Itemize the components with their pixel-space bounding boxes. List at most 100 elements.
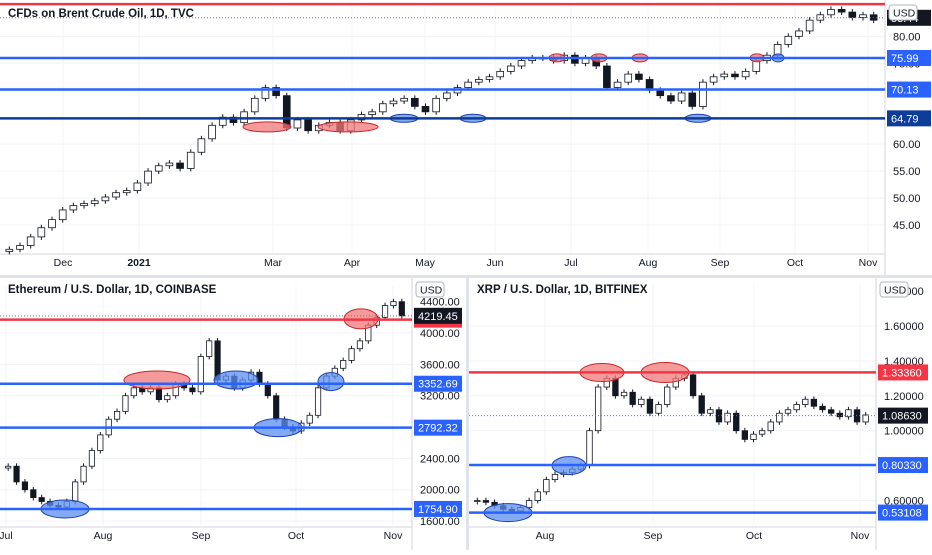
- candle-body: [828, 409, 835, 414]
- brent-chart-panel: 45.0050.0055.0060.0065.0070.0075.0080.00…: [0, 0, 932, 275]
- candle-body: [5, 248, 14, 252]
- candle-body: [368, 111, 376, 115]
- candle-body: [638, 398, 645, 405]
- candle-body: [677, 92, 686, 102]
- current-price-tag: [414, 307, 462, 324]
- candle-body: [411, 97, 419, 107]
- candle-body: [827, 8, 835, 16]
- level-price-label: 1.33360: [882, 367, 922, 379]
- candle-body: [97, 434, 104, 451]
- x-tick-label: Aug: [94, 530, 113, 542]
- candle-body: [13, 465, 20, 483]
- candle-body: [720, 73, 729, 78]
- candle-body: [122, 190, 131, 194]
- candle-body: [421, 106, 430, 113]
- level-price-tag: [887, 81, 931, 98]
- candle-body: [26, 236, 35, 246]
- x-tick-label: Oct: [787, 257, 803, 269]
- level-price-tag: [878, 364, 928, 381]
- resistance-zone-marker: [317, 121, 379, 133]
- candle-body: [48, 219, 56, 229]
- candle-body: [197, 356, 204, 393]
- candle-body: [776, 412, 783, 423]
- resistance-zone-marker: [123, 370, 191, 390]
- resistance-zone-marker: [242, 121, 292, 133]
- candle-body: [543, 479, 550, 493]
- level-price-tag: [878, 457, 928, 474]
- candle-body: [629, 391, 636, 405]
- candle-body: [848, 11, 857, 18]
- candle-body: [443, 92, 451, 99]
- candle-body: [38, 497, 45, 502]
- candle-body: [525, 500, 533, 508]
- candle-body: [69, 205, 78, 211]
- x-tick-label: Aug: [639, 257, 658, 269]
- candle-body: [819, 405, 826, 411]
- x-tick-label: May: [415, 257, 436, 269]
- candle-body: [133, 182, 142, 191]
- xrp-chart: 0.600001.000001.200001.400001.600001.800…: [469, 278, 928, 550]
- panel-divider-horizontal: [0, 275, 932, 278]
- y-tick-label: 3600.00: [420, 359, 460, 371]
- candle-body: [698, 395, 705, 414]
- eth-chart-panel: 1600.002000.002400.002800.003200.003600.…: [0, 278, 466, 550]
- candle-body: [293, 119, 302, 129]
- x-tick-label: Jun: [487, 257, 504, 269]
- candle-body: [400, 97, 408, 102]
- candle-body: [80, 203, 88, 207]
- level-price-label: 64.79: [891, 113, 919, 125]
- level-price-label: 0.53108: [882, 508, 922, 520]
- y-tick-label: 0.60000: [884, 496, 924, 508]
- candle-body: [113, 410, 121, 420]
- x-tick-label: Nov: [851, 530, 870, 542]
- level-price-label: 2792.32: [418, 423, 458, 435]
- candle-body: [206, 340, 213, 357]
- candle-body: [390, 301, 397, 306]
- x-tick-label: Mar: [264, 257, 283, 269]
- y-tick-label: 2000.00: [420, 485, 460, 497]
- candle-body: [164, 395, 171, 401]
- candle-body: [340, 360, 347, 369]
- candle-body: [16, 245, 24, 250]
- candle-body: [571, 54, 579, 64]
- candle-body: [707, 409, 714, 414]
- candle-body: [534, 491, 541, 501]
- level-price-label: 1754.90: [418, 504, 458, 516]
- y-tick-label: 1.60000: [884, 321, 924, 333]
- y-tick-label: 4400.00: [420, 297, 460, 309]
- candle-body: [624, 73, 633, 83]
- candle-body: [655, 404, 662, 414]
- currency-label: USD: [893, 8, 916, 20]
- currency-badge: [888, 4, 918, 21]
- candle-body: [845, 409, 852, 418]
- x-tick-label: Sep: [644, 530, 663, 542]
- candle-body: [496, 70, 505, 78]
- candle-body: [793, 404, 800, 411]
- candle-body: [189, 387, 196, 393]
- y-tick-label: 55.00: [893, 166, 921, 178]
- level-price-label: 0.80330: [882, 460, 922, 472]
- currency-badge: [879, 281, 909, 298]
- candle-body: [724, 412, 731, 423]
- x-tick-label: Oct: [288, 530, 304, 542]
- candle-body: [731, 73, 739, 78]
- candle-body: [80, 465, 87, 483]
- candle-body: [348, 348, 355, 361]
- candle-body: [612, 377, 619, 397]
- level-price-tag: [887, 49, 931, 66]
- candle-body: [805, 19, 814, 32]
- support-zone-marker: [317, 372, 345, 392]
- x-tick-label: Dec: [54, 257, 73, 269]
- candle-body: [304, 119, 312, 132]
- candle-body: [432, 97, 440, 113]
- y-tick-label: 45.00: [893, 220, 921, 232]
- support-zone-marker: [213, 370, 259, 390]
- candle-body: [699, 81, 707, 107]
- candle-body: [21, 481, 29, 491]
- candle-body: [709, 76, 718, 83]
- candle-body: [689, 374, 697, 397]
- level-price-tag: [878, 504, 928, 521]
- candle-body: [594, 386, 602, 432]
- y-tick-label: 1.00000: [884, 426, 924, 438]
- candle-body: [101, 196, 110, 202]
